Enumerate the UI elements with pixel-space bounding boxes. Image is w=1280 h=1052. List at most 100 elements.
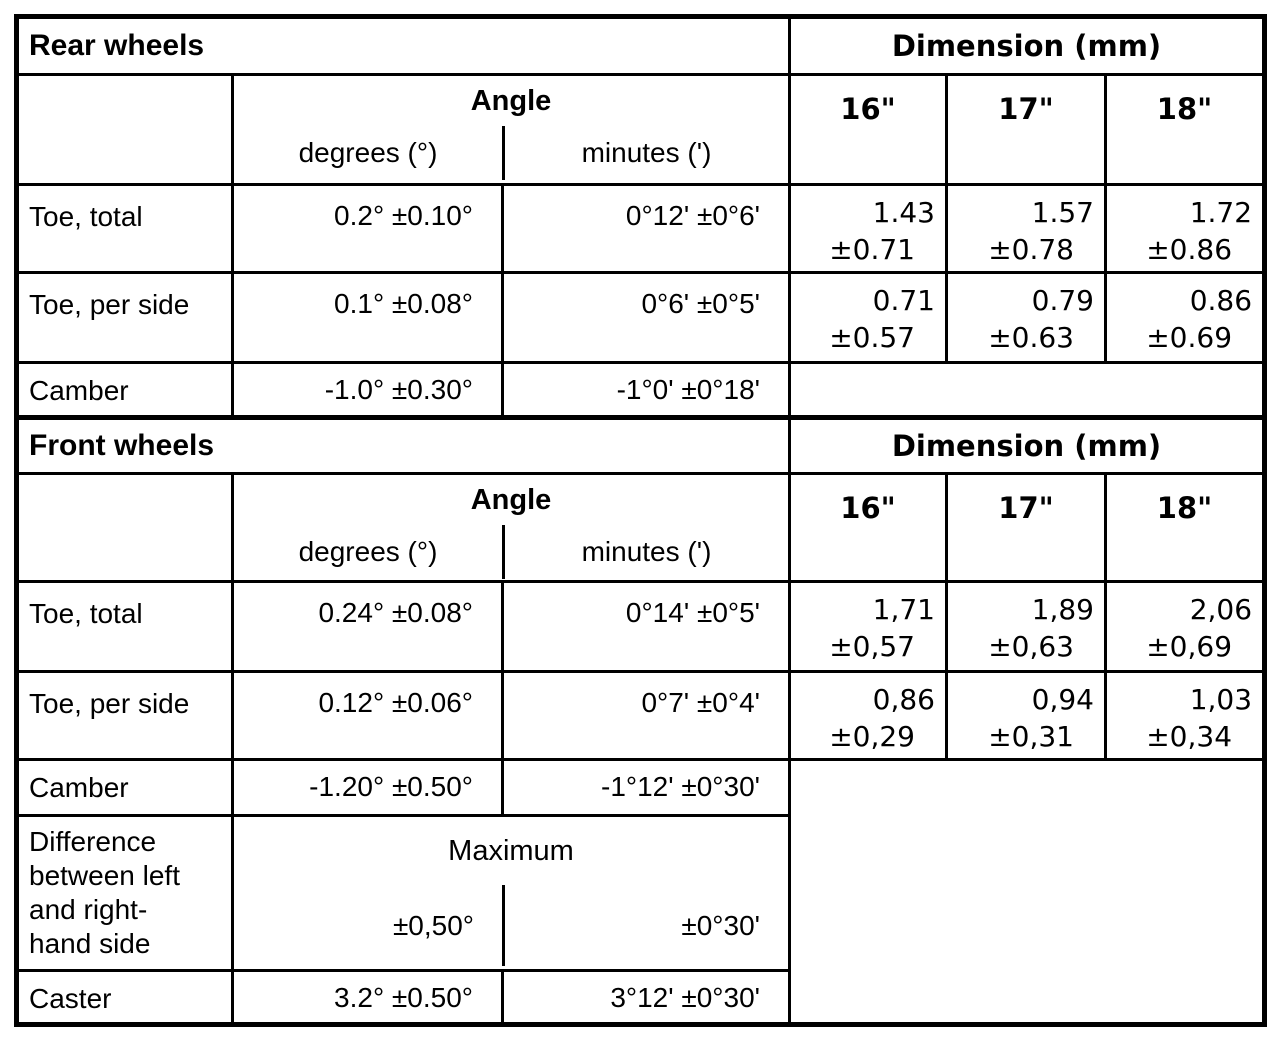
rear-toe-per-side-dim-17: 0.79 ±0.63 — [945, 271, 1107, 364]
front-toe-total-label: Toe, total — [15, 580, 234, 673]
front-toe-per-side-minutes: 0°7' ±0°4' — [501, 670, 791, 761]
dim-tolerance: ±0.69 — [1146, 321, 1233, 354]
rear-toe-per-side-row: Toe, per side 0.1° ±0.08° 0°6' ±0°5' 0.7… — [15, 271, 1267, 364]
rear-camber-minutes: -1°0' ±0°18' — [501, 361, 791, 419]
rear-toe-total-row: Toe, total 0.2° ±0.10° 0°12' ±0°6' 1.43 … — [15, 183, 1267, 274]
rear-size-header-17: 17" — [945, 73, 1107, 186]
front-toe-per-side-degrees: 0.12° ±0.06° — [231, 670, 504, 761]
front-difference-maximum-group: Maximum ±0,50° ±0°30' — [231, 814, 791, 972]
front-title-row: Front wheels Dimension (mm) — [15, 415, 1267, 475]
rear-size-header-16: 16" — [788, 73, 948, 186]
front-difference-row: Difference between left and right-hand s… — [15, 814, 1265, 972]
rear-toe-total-dim-16: 1.43 ±0.71 — [788, 183, 948, 274]
dim-value: 1,71 — [872, 593, 935, 626]
front-toe-total-dim-17: 1,89 ±0,63 — [945, 580, 1107, 673]
front-camber-row: Camber -1.20° ±0.50° -1°12' ±0°30' — [15, 758, 1267, 1026]
dim-value: 2,06 — [1189, 593, 1253, 626]
rear-degrees-label: degrees (°) — [298, 137, 438, 168]
front-toe-per-side-label: Toe, per side — [15, 670, 234, 761]
rear-angle-label: Angle — [470, 84, 552, 117]
dim-tolerance: ±0.86 — [1146, 233, 1233, 266]
rear-toe-total-minutes: 0°12' ±0°6' — [501, 183, 791, 274]
front-size-header-17: 17" — [945, 472, 1107, 583]
rear-camber-dimension-empty-cell — [787, 361, 1267, 419]
dim-value: 0.79 — [1031, 284, 1094, 317]
front-toe-total-row: Toe, total 0.24° ±0.08° 0°14' ±0°5' 1,71… — [15, 580, 1267, 673]
front-toe-total-degrees: 0.24° ±0.08° — [231, 580, 504, 673]
rear-toe-total-label: Toe, total — [15, 183, 234, 274]
front-minutes-label: minutes (') — [502, 525, 787, 579]
front-toe-total-minutes: 0°14' ±0°5' — [501, 580, 791, 673]
front-difference-degrees: ±0,50° — [392, 909, 474, 941]
dim-tolerance: ±0,69 — [1146, 630, 1233, 663]
front-difference-maximum-wrap: Maximum ±0,50° ±0°30' — [236, 819, 787, 966]
rear-toe-per-side-dim-16: 0.71 ±0.57 — [788, 271, 948, 364]
front-angle-units-row: degrees (°) minutes (') — [236, 525, 787, 579]
dim-value: 0,94 — [1031, 683, 1094, 716]
rear-camber-label: Camber — [15, 361, 234, 419]
front-caster-label: Caster — [15, 969, 234, 1026]
dim-value: 0.86 — [1189, 284, 1253, 317]
rear-dimension-header: Dimension (mm) — [787, 15, 1267, 76]
dim-tolerance: ±0,29 — [829, 720, 915, 753]
rear-toe-total-dim-18: 1.72 ±0.86 — [1103, 183, 1267, 274]
dim-value: 1.43 — [872, 196, 935, 229]
dim-tolerance: ±0,57 — [829, 630, 915, 663]
front-degrees-label: degrees (°) — [298, 536, 438, 567]
dim-tolerance: ±0.63 — [988, 321, 1074, 354]
rear-toe-per-side-label: Toe, per side — [15, 271, 234, 364]
front-toe-per-side-dim-18: 1,03 ±0,34 — [1103, 670, 1267, 761]
front-corner-empty-cell — [15, 472, 234, 583]
front-subheader-row: Angle degrees (°) minutes (') 16" 17" 18… — [15, 472, 1267, 583]
dim-value: 1,89 — [1031, 593, 1094, 626]
dim-value: 1.72 — [1189, 196, 1253, 229]
front-toe-per-side-row: Toe, per side 0.12° ±0.06° 0°7' ±0°4' 0,… — [15, 670, 1267, 761]
front-dimension-header: Dimension (mm) — [787, 415, 1267, 475]
front-difference-minutes: ±0°30' — [502, 885, 787, 966]
front-dimension-empty-cell — [787, 758, 1267, 1026]
rear-camber-row: Camber -1.0° ±0.30° -1°0' ±0°18' — [15, 361, 1267, 419]
front-difference-values-row: ±0,50° ±0°30' — [236, 885, 787, 966]
rear-camber-degrees: -1.0° ±0.30° — [231, 361, 504, 419]
wheel-alignment-table: Rear wheels Dimension (mm) Angle degrees… — [14, 14, 1268, 1027]
rear-corner-empty-cell — [15, 73, 234, 186]
rear-subheader-row: Angle degrees (°) minutes (') 16" 17" 18… — [15, 73, 1267, 186]
dim-value: 1,03 — [1189, 683, 1253, 716]
dim-tolerance: ±0.78 — [988, 233, 1074, 266]
rear-angle-header-group: Angle degrees (°) minutes (') — [231, 73, 791, 186]
rear-wheels-title: Rear wheels — [15, 15, 791, 76]
rear-toe-per-side-dim-18: 0.86 ±0.69 — [1103, 271, 1267, 364]
dim-tolerance: ±0.57 — [829, 321, 915, 354]
rear-toe-per-side-minutes: 0°6' ±0°5' — [501, 271, 791, 364]
rear-toe-total-degrees: 0.2° ±0.10° — [231, 183, 504, 274]
dim-value: 0,86 — [872, 683, 935, 716]
front-caster-row: Caster 3.2° ±0.50° 3°12' ±0°30' — [15, 969, 1265, 1026]
rear-title-row: Rear wheels Dimension (mm) — [15, 15, 1267, 76]
dim-value: 0.71 — [872, 284, 935, 317]
front-toe-total-dim-16: 1,71 ±0,57 — [788, 580, 948, 673]
front-caster-minutes: 3°12' ±0°30' — [501, 969, 791, 1026]
front-camber-label: Camber — [15, 758, 234, 817]
front-toe-per-side-dim-17: 0,94 ±0,31 — [945, 670, 1107, 761]
front-camber-minutes: -1°12' ±0°30' — [501, 758, 791, 817]
front-angle-header-wrap: Angle degrees (°) minutes (') — [236, 477, 787, 579]
dim-tolerance: ±0,63 — [988, 630, 1074, 663]
front-angle-label: Angle — [470, 483, 552, 516]
dim-tolerance: ±0,31 — [988, 720, 1074, 753]
front-toe-per-side-dim-16: 0,86 ±0,29 — [788, 670, 948, 761]
front-size-header-18: 18" — [1103, 472, 1267, 583]
front-caster-degrees: 3.2° ±0.50° — [231, 969, 504, 1026]
rear-size-header-18: 18" — [1103, 73, 1267, 186]
front-size-header-16: 16" — [788, 472, 948, 583]
front-difference-label: Difference between left and right-hand s… — [15, 814, 234, 972]
front-toe-total-dim-18: 2,06 ±0,69 — [1103, 580, 1267, 673]
front-angle-header-group: Angle degrees (°) minutes (') — [231, 472, 791, 583]
rear-toe-total-dim-17: 1.57 ±0.78 — [945, 183, 1107, 274]
spec-sheet: Rear wheels Dimension (mm) Angle degrees… — [0, 14, 1280, 1052]
dim-tolerance: ±0,34 — [1146, 720, 1233, 753]
front-maximum-label: Maximum — [448, 834, 574, 867]
rear-angle-units-row: degrees (°) minutes (') — [236, 126, 787, 180]
rear-angle-header-wrap: Angle degrees (°) minutes (') — [236, 78, 787, 180]
rear-minutes-label: minutes (') — [502, 126, 787, 180]
front-camber-degrees: -1.20° ±0.50° — [231, 758, 504, 817]
